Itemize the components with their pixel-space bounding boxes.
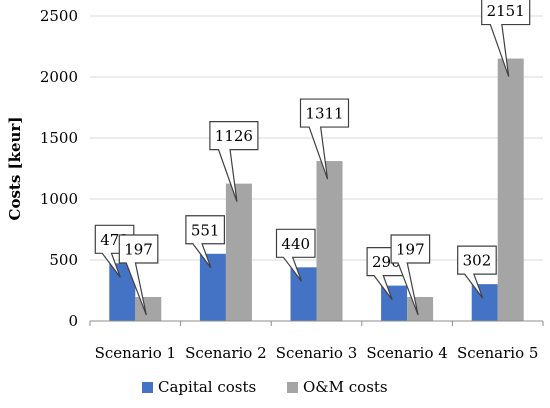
y-tick-label: 0 <box>68 312 78 330</box>
y-tick-label: 2000 <box>40 68 78 86</box>
data-label: 551 <box>185 215 225 269</box>
legend-label: Capital costs <box>158 378 256 396</box>
bar-om <box>407 296 434 321</box>
legend-swatch <box>287 382 298 393</box>
y-tick-label: 500 <box>49 251 78 269</box>
data-label: 1311 <box>299 98 350 180</box>
data-label-bubble <box>390 234 431 316</box>
data-label-bubble <box>481 0 531 77</box>
data-label-text: 440 <box>281 235 310 253</box>
y-axis-title: Costs [keur] <box>6 117 24 221</box>
data-label: 302 <box>457 245 497 299</box>
axes: 0 500 1000 1500 2000 2500 Scenario 1 Scenario 2… <box>40 7 544 362</box>
bar-capital <box>199 253 226 321</box>
bar-om <box>497 58 524 321</box>
data-label-text: 302 <box>463 252 492 270</box>
bar-om <box>225 183 252 321</box>
legend-item: O&M costs <box>287 378 388 396</box>
data-label: 197 <box>118 234 159 316</box>
data-label: 197 <box>390 234 431 316</box>
data-label-bubble <box>457 245 497 299</box>
x-category-label: Scenario 5 <box>457 344 538 362</box>
legend: Capital costs O&M costs <box>142 378 388 396</box>
data-label-bubble <box>185 215 225 269</box>
y-tick-label: 2500 <box>40 7 78 25</box>
bar-om <box>135 296 162 321</box>
legend-item: Capital costs <box>142 378 256 396</box>
data-label-text: 197 <box>396 240 425 258</box>
data-label-bubble <box>118 234 159 316</box>
bars <box>109 58 524 321</box>
data-label-bubble <box>209 121 259 202</box>
data-label: 2151 <box>481 0 531 77</box>
data-label-bubble <box>275 228 316 282</box>
x-category-label: Scenario 2 <box>185 344 266 362</box>
y-tick-label: 1500 <box>40 129 78 147</box>
data-label-text: 551 <box>191 221 220 239</box>
legend-label: O&M costs <box>303 378 388 396</box>
data-label-text: 1311 <box>305 105 343 123</box>
legend-swatch <box>142 382 153 393</box>
x-category-label: Scenario 4 <box>366 344 447 362</box>
data-label-bubble <box>299 98 350 180</box>
x-category-label: Scenario 3 <box>276 344 357 362</box>
bar-capital <box>290 267 317 321</box>
data-label-text: 197 <box>124 240 153 258</box>
y-tick-label: 1000 <box>40 190 78 208</box>
data-label: 1126 <box>209 121 259 202</box>
bar-om <box>316 161 343 321</box>
data-label-text: 1126 <box>215 127 253 145</box>
data-label-text: 2151 <box>487 2 525 20</box>
data-label: 440 <box>275 228 316 282</box>
x-category-label: Scenario 1 <box>95 344 176 362</box>
